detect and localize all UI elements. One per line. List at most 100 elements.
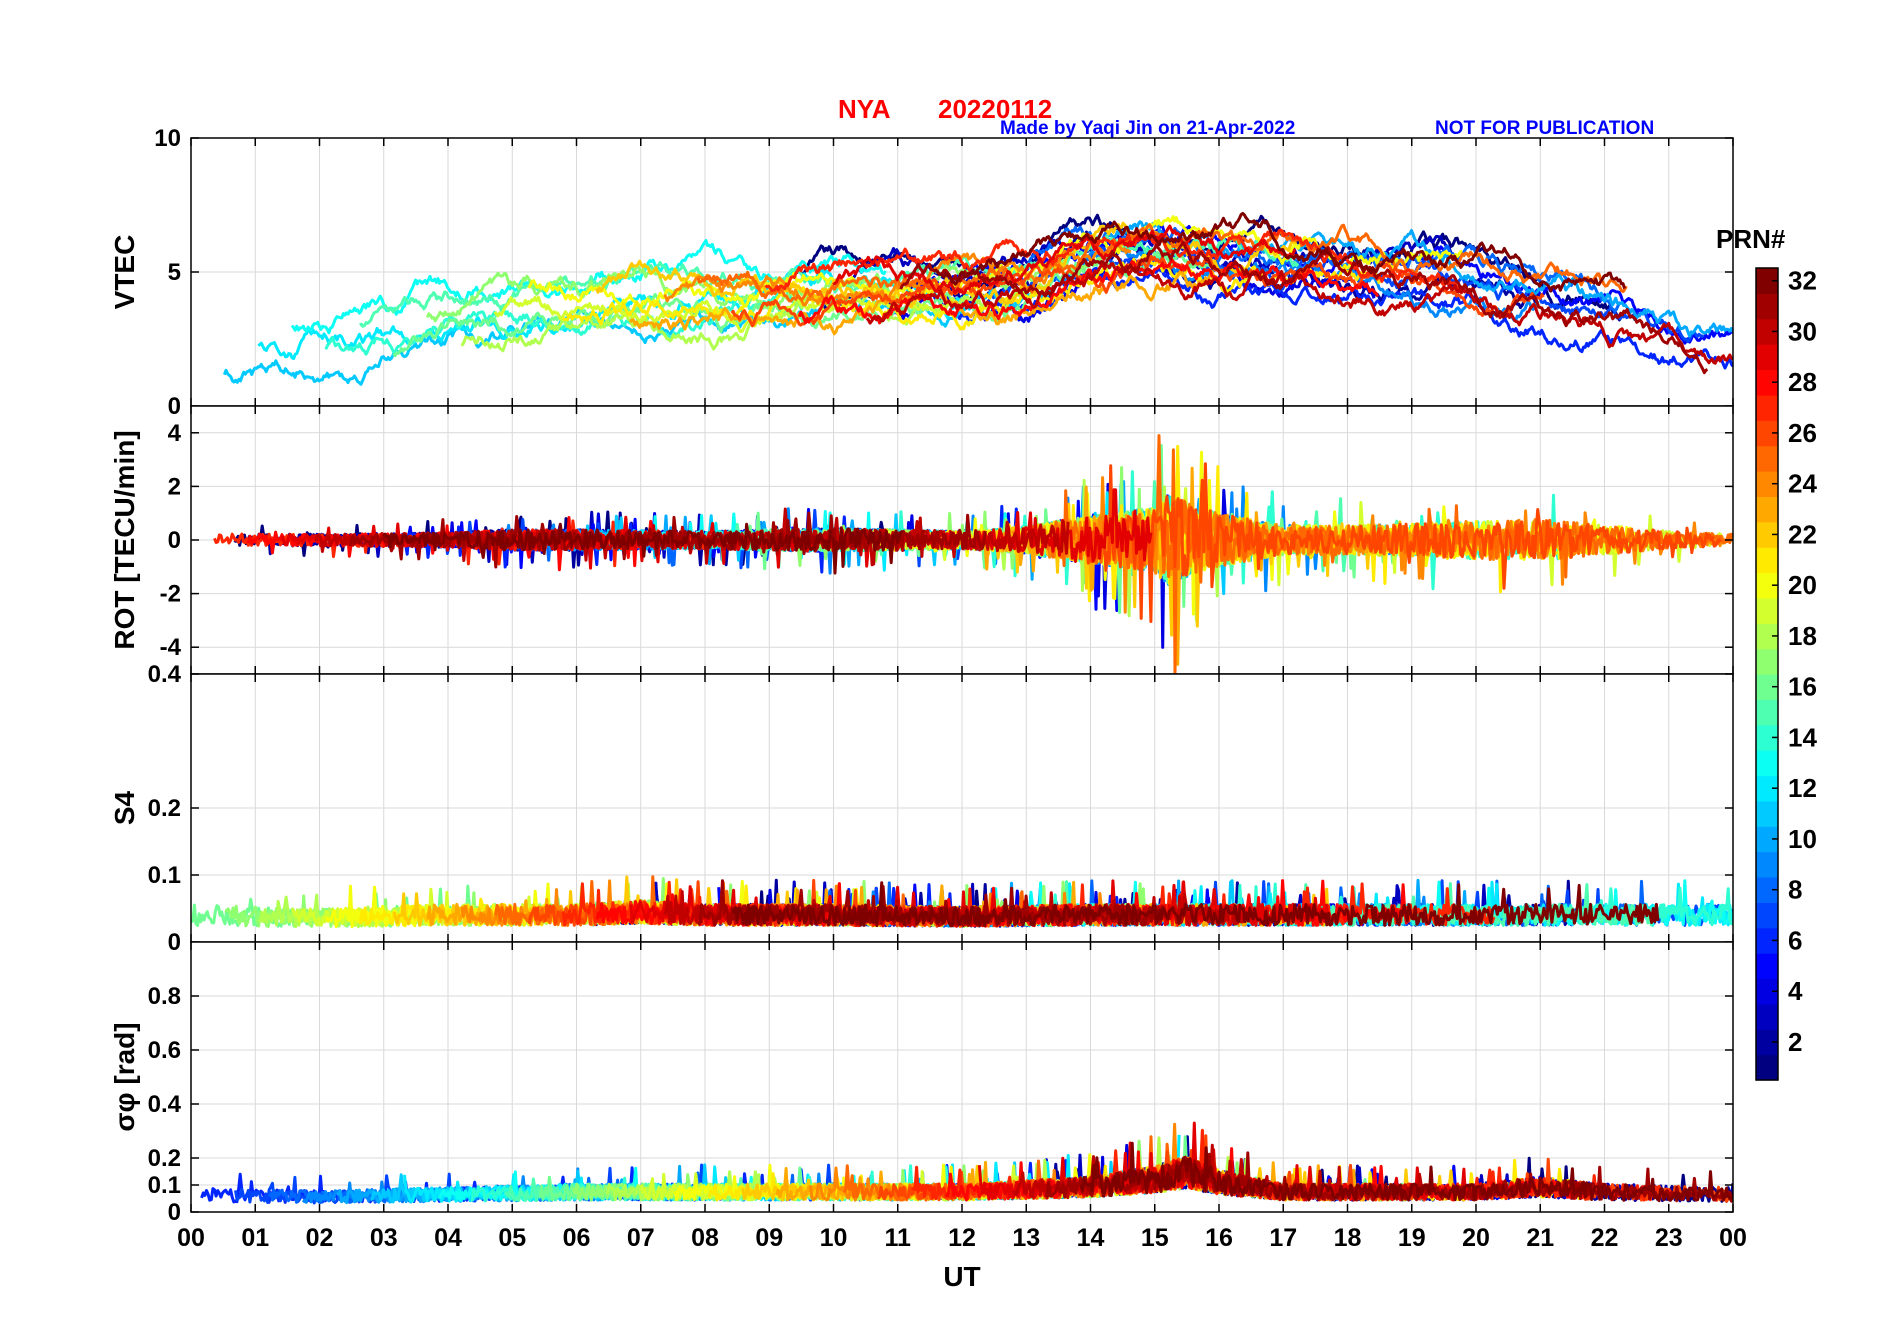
colorbar-segment: [1756, 572, 1778, 599]
prn-series-line: [1079, 1141, 1733, 1203]
y-tick-label: 0.1: [148, 1172, 181, 1199]
colorbar-tick-label: 4: [1788, 976, 1803, 1006]
colorbar-segment: [1756, 927, 1778, 954]
colorbar-segment: [1756, 293, 1778, 320]
y-tick-label: 5: [168, 259, 181, 286]
colorbar-tick-label: 8: [1788, 875, 1802, 905]
prn-series-line: [562, 253, 1381, 331]
colorbar-segment: [1756, 800, 1778, 827]
y-tick-label: 0.2: [148, 1145, 181, 1172]
colorbar-segment: [1756, 318, 1778, 345]
colorbar-tick-label: 12: [1788, 773, 1817, 803]
prn-series-line: [933, 211, 1627, 293]
colorbar-segment: [1756, 851, 1778, 878]
y-tick-label: 0: [168, 929, 181, 956]
x-tick-label: 22: [1591, 1224, 1619, 1252]
y-axis: 0 0.1 0.2 0.4: [148, 661, 1733, 956]
colorbar-segment: [1756, 699, 1778, 726]
x-tick-label: 19: [1398, 1224, 1426, 1252]
y-tick-label: -2: [160, 581, 181, 608]
x-tick-label: 02: [306, 1224, 334, 1252]
series-group: [213, 434, 1733, 674]
prn-series-line: [730, 254, 1545, 328]
colorbar-tick-label: 22: [1788, 519, 1817, 549]
y-axis: -4 -2 0 2 4: [160, 420, 1733, 661]
prn-series-line: [899, 241, 1709, 375]
series-group: [191, 875, 1733, 929]
x-tick-label: 01: [241, 1224, 269, 1252]
y-tick-label: 0.4: [148, 661, 182, 688]
colorbar-segment: [1756, 1003, 1778, 1030]
y-tick-label: 0: [168, 393, 181, 420]
prn-series-line: [493, 290, 969, 334]
colorbar-segment: [1756, 1029, 1778, 1056]
x-tick-label: 12: [948, 1224, 976, 1252]
colorbar-segment: [1756, 978, 1778, 1005]
x-tick-label: 04: [434, 1224, 462, 1252]
panel-2: -4 -2 0 2 4 ROT [TECU/min]: [109, 405, 1734, 675]
x-tick-label: 14: [1077, 1224, 1105, 1252]
y-axis-label: ROT [TECU/min]: [109, 430, 140, 649]
prn-series-line: [731, 881, 1660, 928]
y-axis-label: σφ [rad]: [109, 1022, 140, 1131]
x-tick-label: 08: [691, 1224, 719, 1252]
credit-text: Made by Yaqi Jin on 21-Apr-2022: [1000, 118, 1295, 139]
x-tick-label: 23: [1655, 1224, 1683, 1252]
x-tick-label: 13: [1012, 1224, 1040, 1252]
colorbar-tick-label: 14: [1788, 722, 1817, 752]
notice-text: NOT FOR PUBLICATION: [1435, 118, 1654, 139]
colorbar-segment: [1756, 724, 1778, 751]
colorbar-tick-label: 2: [1788, 1027, 1802, 1057]
x-tick-label: 17: [1269, 1224, 1297, 1252]
colorbar-segment: [1756, 344, 1778, 371]
y-tick-label: 0: [168, 1199, 181, 1226]
colorbar-segment: [1756, 750, 1778, 777]
x-tick-label: 00: [1719, 1224, 1747, 1252]
colorbar-segment: [1756, 445, 1778, 472]
colorbar-segment: [1756, 648, 1778, 675]
y-tick-label: 0.6: [148, 1037, 181, 1064]
y-tick-label: 0.2: [148, 795, 181, 822]
prn-series-line: [382, 522, 904, 575]
y-tick-label: 0: [168, 527, 181, 554]
colorbar-segment: [1756, 1054, 1778, 1081]
colorbar-tick-label: 10: [1788, 824, 1817, 854]
colorbar-tick-label: 18: [1788, 621, 1817, 651]
colorbar-segment: [1756, 826, 1778, 853]
x-tick-label: 20: [1462, 1224, 1490, 1252]
colorbar-tick-label: 26: [1788, 418, 1817, 448]
x-tick-label: 07: [627, 1224, 655, 1252]
colorbar-segment: [1756, 496, 1778, 523]
colorbar-segment: [1756, 471, 1778, 497]
colorbar-segment: [1756, 268, 1778, 294]
x-tick-label: 15: [1141, 1224, 1169, 1252]
y-axis-label: S4: [109, 790, 140, 825]
colorbar-tick-label: 30: [1788, 316, 1817, 346]
panel-4: 00.10.2 0.4 0.6 0.8 σφ [rad]: [109, 941, 1734, 1226]
prn-series-line: [628, 268, 1216, 336]
x-axis: 00 01 02 03 04 05 06 07 08 09 10 11 12 13 14 15 16 17 18 19…: [177, 1224, 1747, 1292]
y-tick-label: 0.4: [148, 1091, 182, 1118]
x-tick-label: 05: [498, 1224, 526, 1252]
colorbar-segment: [1756, 674, 1778, 700]
x-tick-label: 06: [563, 1224, 591, 1252]
colorbar-tick-label: 16: [1788, 672, 1817, 702]
colorbar-label: PRN#: [1716, 224, 1786, 254]
x-tick-label: 16: [1205, 1224, 1233, 1252]
x-tick-label: 18: [1334, 1224, 1362, 1252]
y-tick-label: 10: [154, 125, 181, 152]
colorbar-tick-label: 6: [1788, 925, 1802, 955]
y-tick-label: 4: [168, 420, 182, 447]
y-axis: 0 5 10: [154, 125, 1733, 420]
panel-3: 0 0.1 0.2 0.4 S4: [109, 661, 1734, 956]
colorbar-tick-label: 28: [1788, 367, 1817, 397]
y-axis: 00.10.2 0.4 0.6 0.8: [148, 983, 1733, 1226]
colorbar-segment: [1756, 877, 1778, 903]
colorbar-frame: [1755, 267, 1779, 1081]
colorbar-segment: [1756, 623, 1778, 650]
colorbar-tick-label: 32: [1788, 266, 1817, 296]
panel-1: 0 5 10 VTEC: [109, 125, 1734, 420]
y-tick-label: 2: [168, 473, 181, 500]
x-tick-label: 10: [820, 1224, 848, 1252]
